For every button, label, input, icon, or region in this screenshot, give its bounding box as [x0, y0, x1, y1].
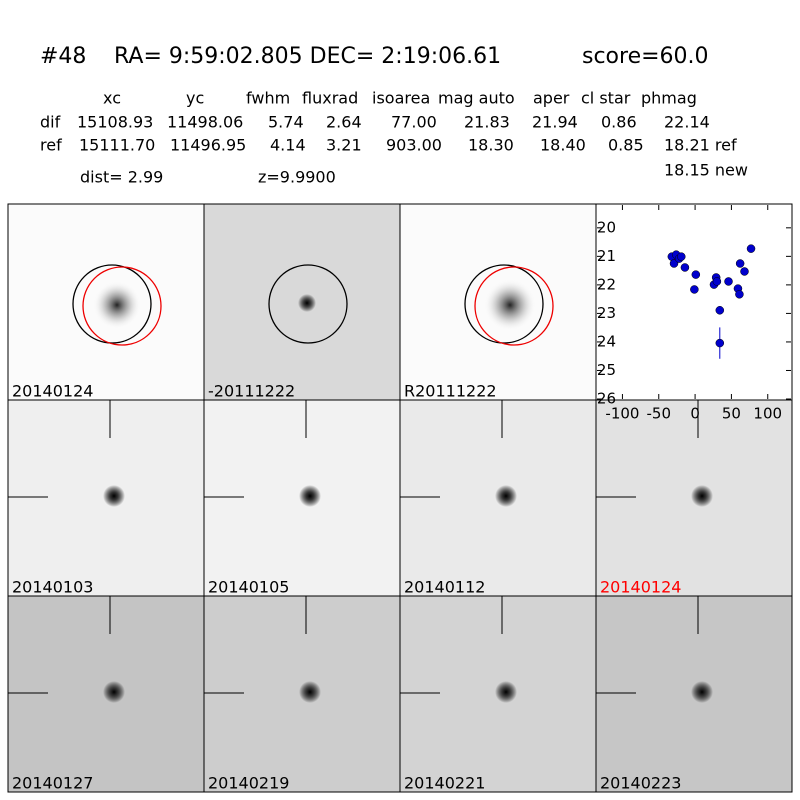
- x-tick-label: 100: [753, 405, 782, 423]
- point: [677, 252, 686, 261]
- panel-label: 20140223: [600, 774, 681, 793]
- column-header: aper: [533, 89, 570, 108]
- column-header: yc: [186, 89, 204, 108]
- point: [735, 259, 745, 268]
- panel-label: -20111222: [208, 382, 295, 401]
- point: [740, 267, 749, 276]
- column-header: xc: [103, 89, 121, 108]
- y-tick-label: 23: [597, 304, 616, 322]
- column-header: phmag: [641, 89, 697, 108]
- source: [103, 681, 125, 703]
- source: [691, 681, 713, 703]
- source: [691, 485, 713, 507]
- coordinates: RA= 9:59:02.805 DEC= 2:19:06.61: [114, 44, 501, 69]
- redshift: z=9.9900: [258, 168, 336, 187]
- point: [715, 338, 725, 348]
- table-cell: 3.21: [326, 136, 362, 155]
- source: [495, 485, 517, 507]
- x-tick-label: -100: [605, 405, 639, 423]
- panel-label: 20140105: [208, 578, 289, 597]
- score: score=60.0: [582, 44, 709, 69]
- y-tick-label: 20: [597, 218, 616, 236]
- y-tick-label: 22: [597, 275, 616, 293]
- x-tick-label: -50: [647, 405, 672, 423]
- panel-label: 20140124: [12, 382, 93, 401]
- table-cell: 22.14: [664, 113, 710, 132]
- y-tick-label: 24: [597, 332, 616, 350]
- y-tick-label: 25: [597, 361, 616, 379]
- column-header: fwhm: [246, 89, 290, 108]
- panel-label: 20140221: [404, 774, 485, 793]
- y-tick-label: 26: [597, 390, 616, 408]
- panel-label: 20140112: [404, 578, 485, 597]
- source: [299, 485, 321, 507]
- point: [735, 290, 744, 299]
- panel-label: 20140219: [208, 774, 289, 793]
- row-label: dif: [40, 113, 61, 132]
- table-cell: 15111.70: [79, 136, 155, 155]
- table-cell: 18.40: [540, 136, 586, 155]
- table-cell: 2.64: [326, 113, 362, 132]
- aperture: [72, 264, 152, 344]
- panel-label: R20111222: [404, 382, 497, 401]
- source: [298, 294, 316, 312]
- x-tick-label: 0: [690, 405, 700, 423]
- column-header: fluxrad: [302, 89, 358, 108]
- point: [691, 270, 701, 279]
- source: [495, 681, 517, 703]
- table-cell: 0.85: [608, 136, 644, 155]
- x-tick-label: 50: [722, 405, 741, 423]
- point: [724, 277, 733, 286]
- table-cell: 903.00: [386, 136, 442, 155]
- table-cell: 15108.93: [77, 113, 153, 132]
- table-cell: 18.30: [468, 136, 514, 155]
- aperture: [464, 264, 544, 344]
- aperture: [82, 266, 162, 346]
- panels: [7, 203, 793, 793]
- point: [746, 244, 756, 253]
- source: [103, 485, 125, 507]
- table-cell: 4.14: [270, 136, 306, 155]
- plot-frame: [595, 203, 793, 401]
- table-cell: 11496.95: [170, 136, 246, 155]
- table-cell: 77.00: [391, 113, 437, 132]
- panel-label: 20140127: [12, 774, 93, 793]
- row-label: ref: [40, 136, 62, 155]
- phmag-new: 18.15 new: [664, 161, 748, 180]
- aperture: [268, 264, 348, 344]
- source: [299, 681, 321, 703]
- column-header: isoarea: [372, 89, 430, 108]
- table-cell: 18.21 ref: [664, 136, 737, 155]
- table-cell: 21.94: [532, 113, 578, 132]
- point: [712, 277, 722, 286]
- source: [484, 279, 536, 331]
- panel-label: 20140103: [12, 578, 93, 597]
- candidate-id: #48: [40, 44, 86, 69]
- point: [680, 263, 690, 272]
- table-cell: 5.74: [268, 113, 304, 132]
- panel-label: 20140124: [600, 578, 681, 597]
- column-header: cl star: [581, 89, 631, 108]
- column-header: mag auto: [438, 89, 515, 108]
- table-cell: 0.86: [601, 113, 637, 132]
- point: [690, 285, 699, 294]
- distance: dist= 2.99: [80, 168, 163, 187]
- table-cell: 11498.06: [167, 113, 243, 132]
- y-tick-label: 21: [597, 247, 616, 265]
- stamps: [7, 399, 793, 793]
- point: [715, 306, 725, 315]
- source: [93, 281, 141, 329]
- table-cell: 21.83: [464, 113, 510, 132]
- aperture: [474, 266, 554, 346]
